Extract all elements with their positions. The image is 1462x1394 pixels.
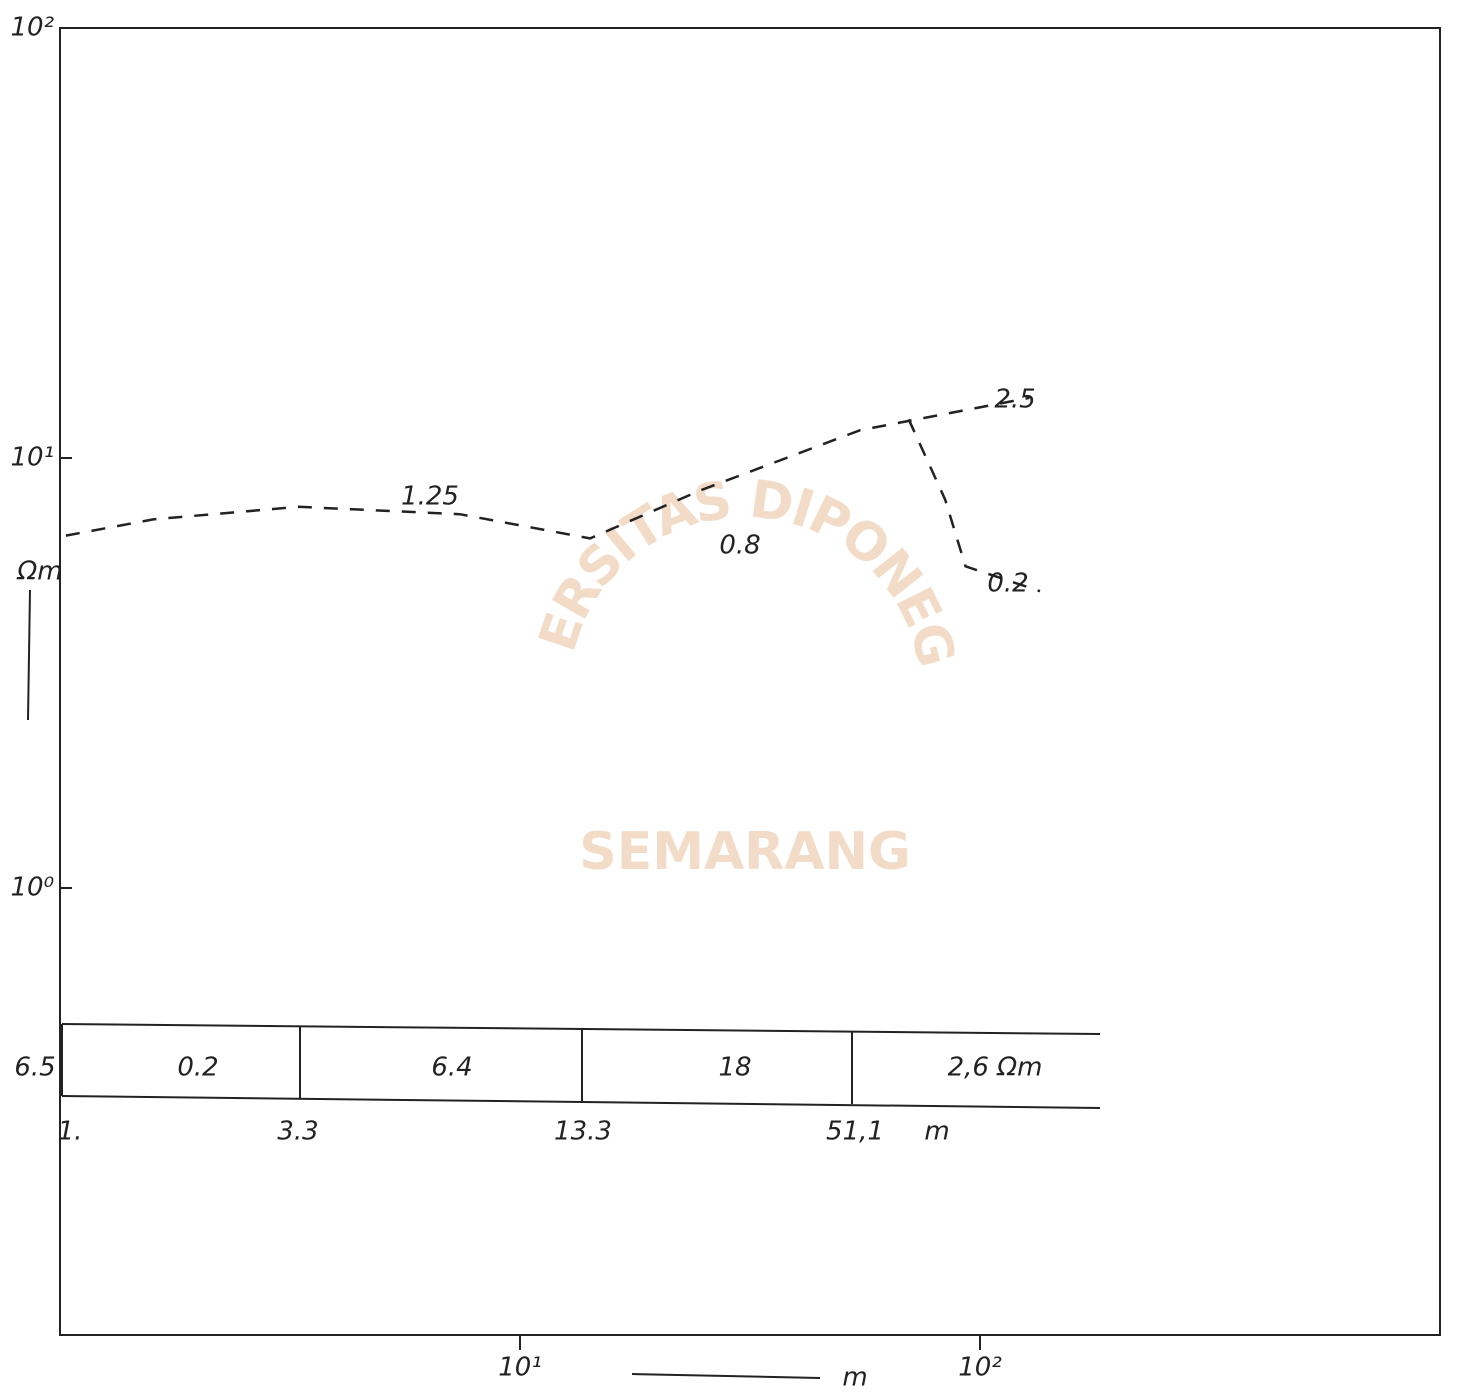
watermark-bottom: SEMARANG — [579, 822, 910, 882]
layer-depth: 13.3 — [554, 1117, 612, 1147]
layer-depth: 1. — [58, 1117, 83, 1147]
layer-depth: m — [924, 1117, 949, 1147]
curve-annotation: 0.8 — [719, 531, 760, 561]
y-tick-label: 10² — [10, 13, 54, 43]
chart: UNIVERSITAS DIPONEGORO SEMARANG Ωm m 10²… — [0, 0, 1462, 1394]
watermark-arc: UNIVERSITAS DIPONEGORO — [0, 0, 966, 673]
curve-annotation: 0.2 — [987, 569, 1028, 599]
y-axis-label: Ωm — [16, 557, 62, 587]
layer-resistivity: 6.4 — [431, 1053, 472, 1083]
curve-annotation: 1.25 — [401, 482, 459, 512]
watermark-arc-text: UNIVERSITAS DIPONEGORO — [0, 0, 966, 673]
y-axis-arrow — [28, 590, 30, 720]
data-line — [909, 419, 1040, 591]
layer-resistivity: 2,6 Ωm — [948, 1053, 1043, 1083]
layer-depth: 3.3 — [277, 1117, 318, 1147]
x-tick-label: 10² — [958, 1353, 1002, 1383]
x-axis-arrow — [632, 1374, 820, 1378]
layer-resistivity: 0.2 — [177, 1053, 218, 1083]
y-tick-label: 10⁰ — [10, 873, 54, 903]
y-tick-label: 10¹ — [10, 443, 54, 473]
curve-annotation: 2.5 — [994, 385, 1035, 415]
plot-frame — [60, 28, 1440, 1335]
x-axis-label: m — [842, 1363, 867, 1393]
x-tick-label: 10¹ — [498, 1353, 542, 1383]
data-line — [66, 398, 1029, 539]
layer-resistivity: 18 — [718, 1053, 751, 1083]
layer-resistivity: 6.5 — [14, 1053, 55, 1083]
layer-depth: 51,1 — [826, 1117, 884, 1147]
